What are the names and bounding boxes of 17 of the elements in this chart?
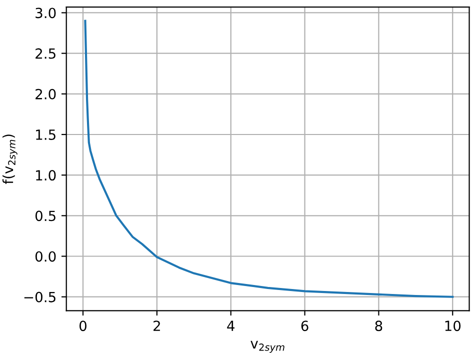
y-tick-label: 0.5 bbox=[35, 210, 56, 222]
y-tick-label: 2.5 bbox=[36, 48, 56, 59]
x-tick-label: 10 bbox=[445, 320, 461, 332]
y-axis-title: f(v$_{2sym}$) bbox=[2, 134, 18, 184]
y-tick-label: 3.0 bbox=[36, 8, 56, 18]
y-tick-label: 1.5 bbox=[36, 130, 56, 140]
x-axis-title: v$_{2sym}$ bbox=[250, 340, 284, 353]
y-tick-label: 1.0 bbox=[36, 170, 56, 181]
x-tick-label: 4 bbox=[227, 320, 234, 331]
x-tick-label: 2 bbox=[154, 320, 160, 331]
y-tick-label: −0.5 bbox=[24, 292, 56, 302]
line-series bbox=[84, 20, 454, 298]
x-tick-label: 8 bbox=[375, 320, 382, 332]
x-tick-label: 0 bbox=[79, 320, 86, 332]
y-tick-label: 0.0 bbox=[35, 251, 56, 262]
x-tick-label: 6 bbox=[301, 320, 308, 332]
y-tick-label: 2.0 bbox=[36, 88, 56, 100]
